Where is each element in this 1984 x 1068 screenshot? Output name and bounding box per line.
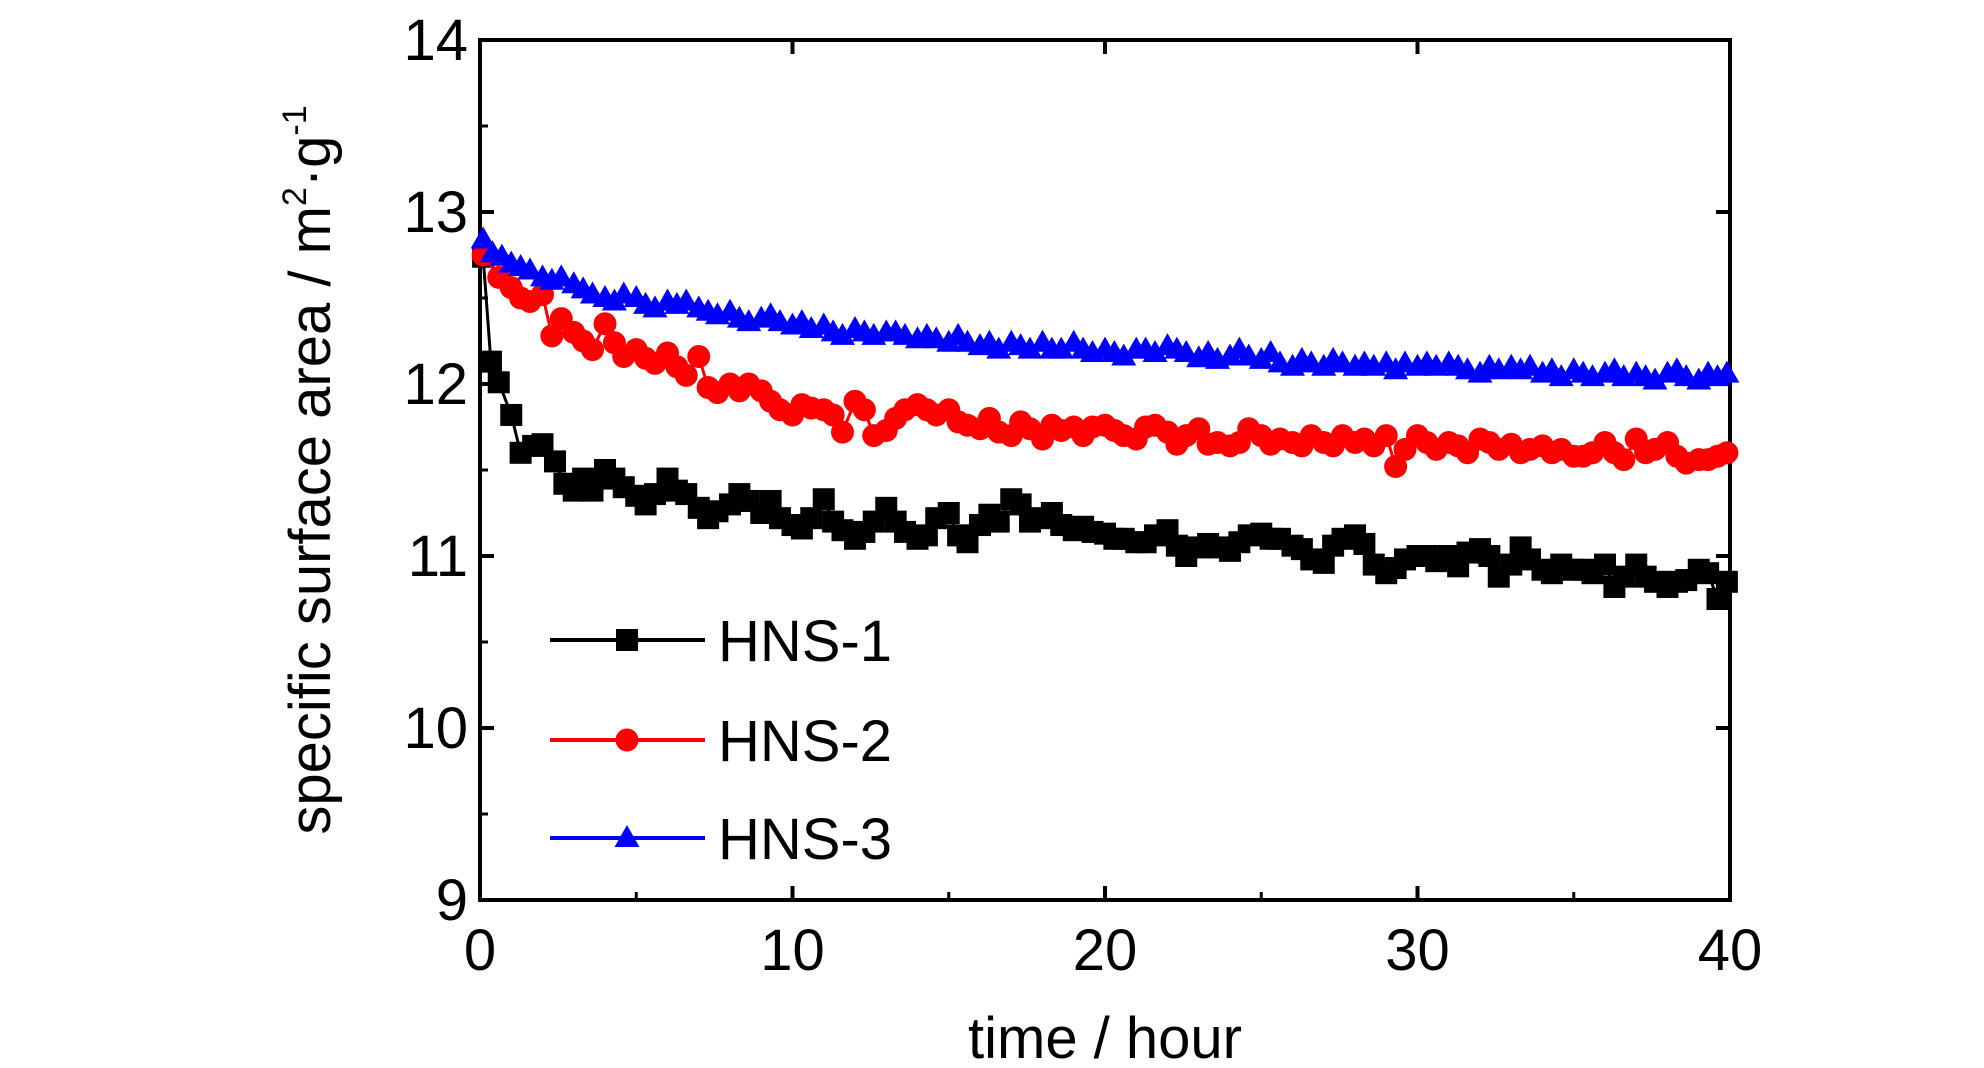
- x-tick-label: 20: [1073, 918, 1138, 983]
- data-point-hns-1: [987, 510, 1010, 533]
- data-point-hns-2: [540, 324, 564, 348]
- data-point-hns-2: [687, 344, 711, 368]
- data-point-hns-2: [593, 312, 617, 336]
- data-point-hns-1: [956, 531, 979, 554]
- data-point-hns-3: [548, 264, 574, 287]
- x-tick-label: 40: [1698, 918, 1763, 983]
- data-point-hns-2: [1715, 441, 1739, 465]
- data-point-hns-3: [1714, 360, 1740, 383]
- data-point-hns-3: [470, 226, 496, 249]
- data-point-hns-3: [1017, 336, 1043, 359]
- y-axis-title-sup1: 2: [276, 187, 314, 206]
- y-tick-label: 12: [403, 352, 468, 417]
- data-point-hns-1: [1706, 588, 1729, 610]
- y-tick-label: 10: [403, 696, 468, 761]
- y-tick-label: 14: [403, 8, 468, 73]
- legend-label-hns-2: HNS-2: [718, 709, 892, 774]
- y-axis-title-base: specific surface area / m: [278, 206, 343, 835]
- data-point-hns-3: [642, 295, 668, 318]
- data-point-hns-1: [812, 488, 835, 511]
- data-point-hns-1: [544, 450, 566, 473]
- data-point-hns-3: [1517, 353, 1543, 376]
- ticks-layer: 0 10 20 30 40 9 10 11 12 13 14: [403, 8, 1762, 983]
- data-point-hns-3: [1111, 343, 1137, 366]
- data-point-hns-2: [674, 363, 698, 387]
- data-point-hns-1: [1009, 493, 1032, 516]
- data-point-hns-3: [1642, 367, 1668, 390]
- legend-label-hns-3: HNS-3: [718, 807, 892, 872]
- series-layer: [470, 226, 1740, 610]
- data-point-hns-3: [1548, 364, 1574, 387]
- legend-item-hns-2: HNS-2: [550, 709, 892, 774]
- legend-label-hns-1: HNS-1: [718, 609, 892, 674]
- data-point-hns-2: [852, 398, 876, 422]
- legend-marker-hns-3: [614, 825, 640, 847]
- y-axis-title-mid: ·g: [278, 136, 343, 188]
- x-tick-label: 30: [1385, 918, 1450, 983]
- data-point-hns-1: [1500, 553, 1523, 576]
- data-point-hns-1: [581, 479, 604, 502]
- data-point-hns-2: [581, 338, 604, 362]
- data-point-hns-1: [937, 502, 960, 524]
- data-point-hns-1: [759, 489, 782, 512]
- data-point-hns-1: [1312, 551, 1335, 574]
- data-point-hns-2: [821, 403, 845, 427]
- data-point-hns-3: [673, 288, 699, 311]
- legend-item-hns-3: HNS-3: [550, 807, 892, 872]
- data-point-hns-2: [831, 420, 854, 444]
- y-tick-label: 9: [436, 868, 468, 933]
- data-point-hns-1: [1478, 545, 1501, 567]
- y-tick-label: 11: [408, 524, 468, 589]
- y-axis-title-sup2: -1: [276, 105, 314, 135]
- legend-item-hns-1: HNS-1: [550, 609, 892, 674]
- data-point-hns-1: [800, 507, 823, 530]
- data-point-hns-1: [500, 403, 523, 426]
- series-hns-2: [471, 243, 1739, 479]
- data-point-hns-1: [487, 371, 510, 394]
- data-point-hns-1: [1715, 570, 1738, 593]
- data-point-hns-2: [1612, 448, 1636, 472]
- data-point-hns-2: [1384, 455, 1408, 479]
- data-point-hns-3: [517, 257, 543, 280]
- legend: HNS-1 HNS-2 HNS-3: [550, 609, 892, 872]
- series-hns-3: [470, 226, 1740, 390]
- data-point-hns-3: [986, 336, 1012, 359]
- data-point-hns-3: [1142, 340, 1168, 363]
- series-hns-1: [472, 245, 1738, 610]
- x-axis-title: time / hour: [968, 1006, 1242, 1063]
- data-point-hns-1: [1594, 553, 1616, 576]
- x-tick-label: 0: [464, 918, 496, 983]
- y-axis-title: specific surface area / m2·g-1: [276, 105, 343, 834]
- data-point-hns-1: [531, 433, 554, 456]
- data-point-hns-1: [479, 350, 502, 373]
- data-point-hns-1: [1697, 562, 1720, 585]
- x-tick-label: 10: [760, 918, 825, 983]
- data-point-hns-3: [830, 322, 855, 345]
- data-point-hns-3: [1048, 336, 1074, 359]
- data-point-hns-1: [915, 524, 938, 547]
- legend-marker-hns-2: [615, 728, 639, 752]
- y-tick-label: 13: [403, 180, 468, 245]
- data-point-hns-2: [1374, 424, 1398, 448]
- legend-marker-hns-1: [616, 629, 638, 651]
- data-point-hns-1: [1353, 532, 1376, 555]
